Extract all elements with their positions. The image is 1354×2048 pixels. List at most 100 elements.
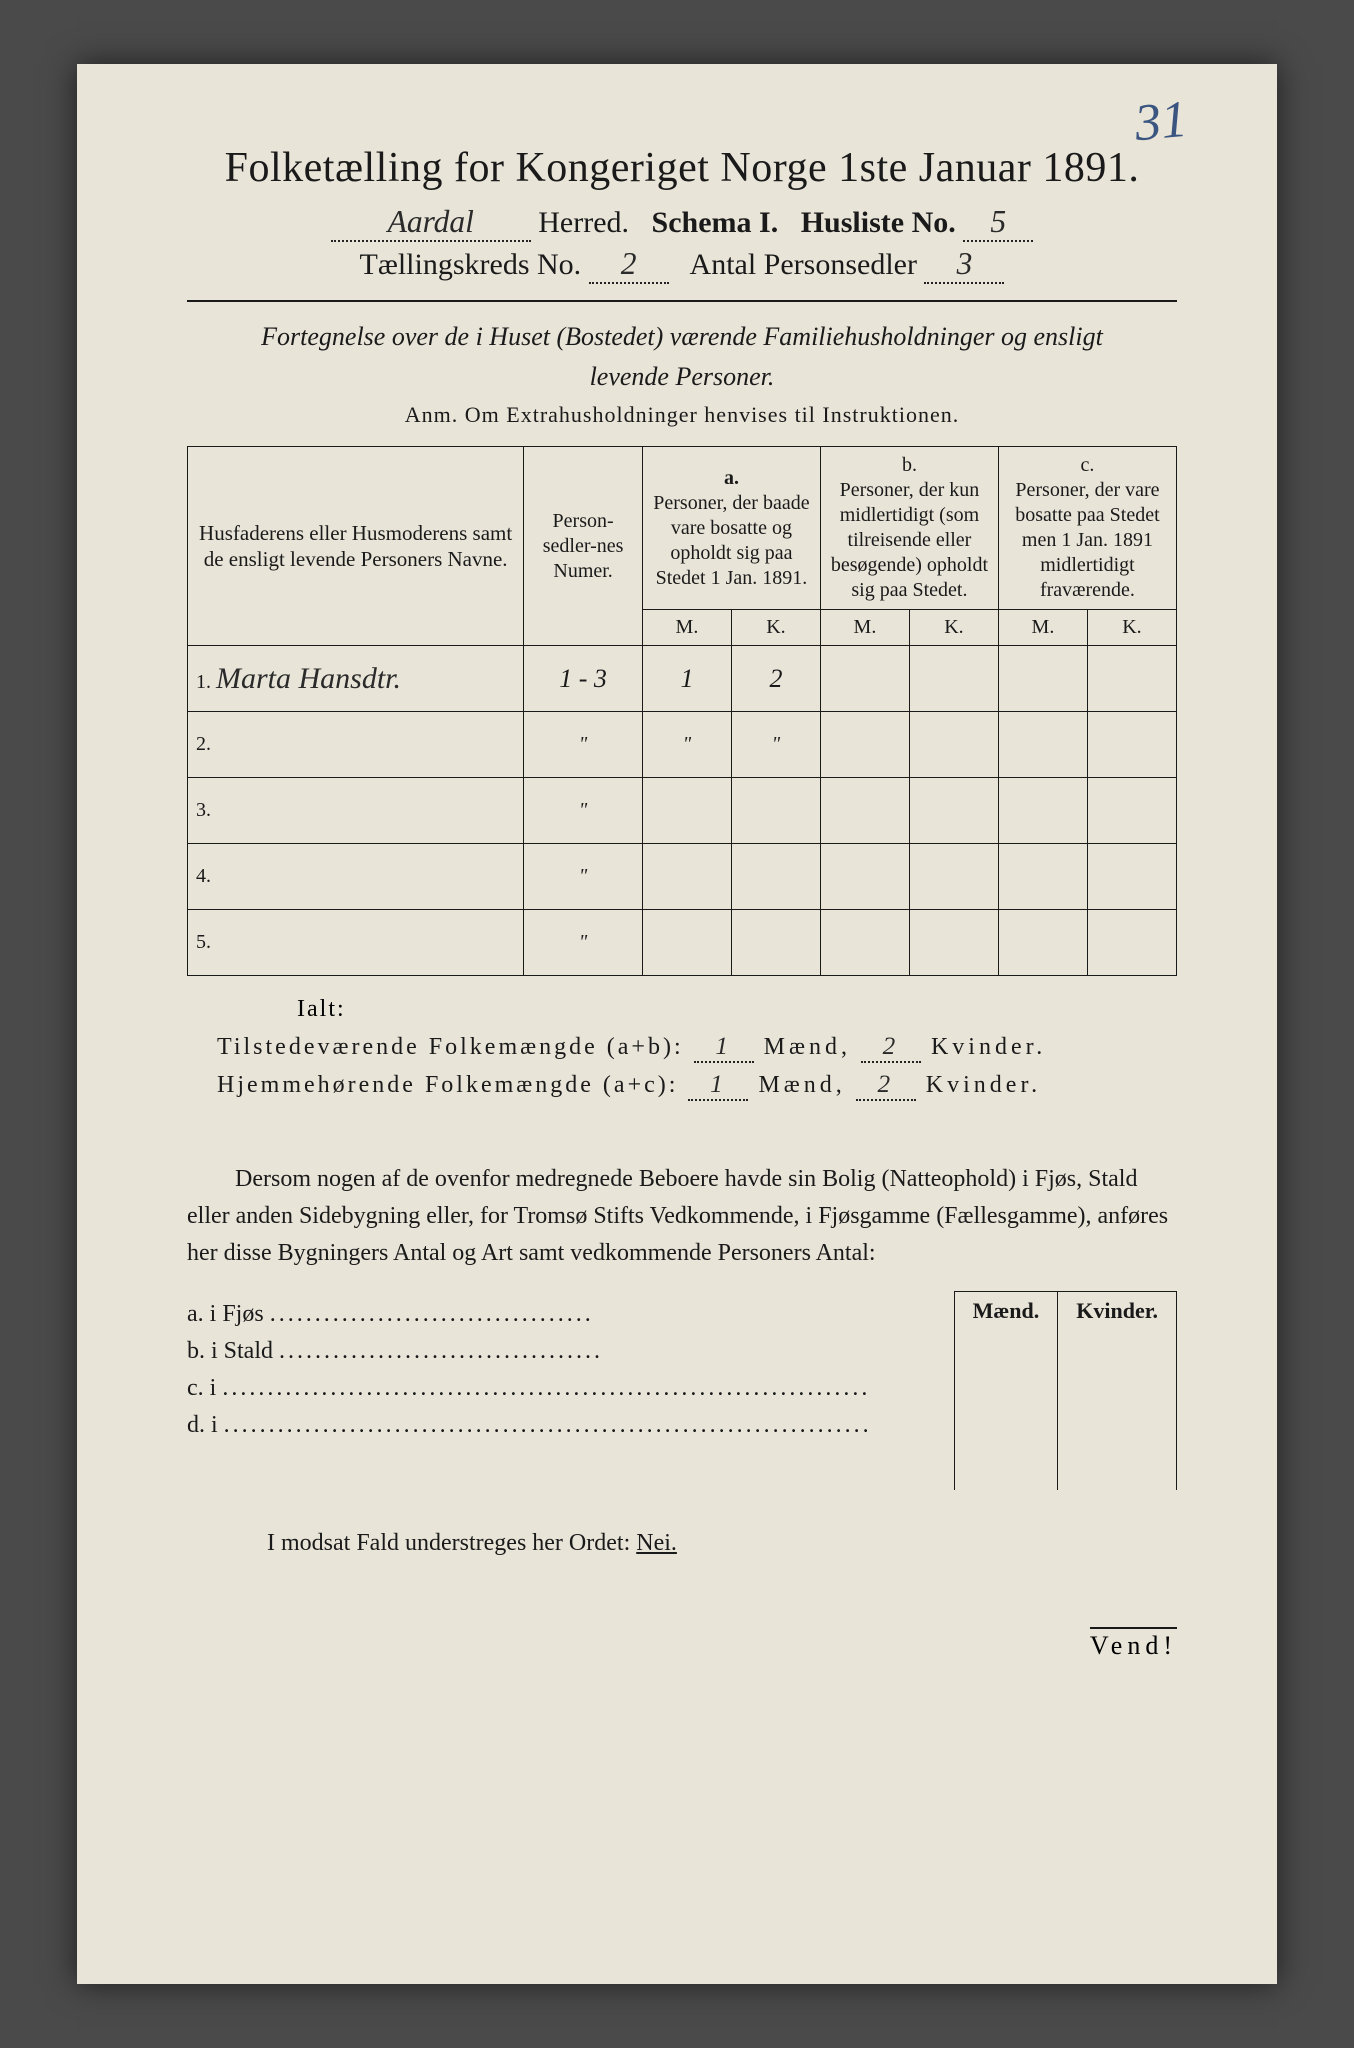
row-ak bbox=[731, 844, 820, 910]
row-ck bbox=[1087, 844, 1176, 910]
page-number: 31 bbox=[1133, 90, 1190, 153]
summary2-label: Hjemmehørende Folkemængde (a+c): bbox=[217, 1072, 678, 1098]
row-am bbox=[642, 910, 731, 976]
bygn-c: c. i ...................................… bbox=[187, 1375, 944, 1402]
herred-value: Aardal bbox=[331, 204, 531, 242]
row-bm bbox=[820, 646, 909, 712]
main-table: Husfaderens eller Husmoderens samt de en… bbox=[187, 446, 1177, 976]
row-num: " bbox=[524, 844, 643, 910]
summary1-mlabel: Mænd, bbox=[764, 1034, 851, 1060]
th-c: c. Personer, der vare bosatte paa Stedet… bbox=[998, 447, 1176, 610]
row-ak bbox=[731, 778, 820, 844]
husliste-value: 5 bbox=[963, 204, 1033, 242]
ialt-label: Ialt: bbox=[297, 996, 1177, 1023]
bygn-b: b. i Stald .............................… bbox=[187, 1338, 944, 1365]
th-bk: K. bbox=[909, 610, 998, 646]
row-cm bbox=[998, 910, 1087, 976]
summary2-mlabel: Mænd, bbox=[758, 1072, 845, 1098]
row-bm bbox=[820, 778, 909, 844]
row-cm bbox=[998, 646, 1087, 712]
th-a-top: a. bbox=[724, 467, 739, 489]
row-n: 4. bbox=[188, 844, 524, 910]
mk-m-cell bbox=[954, 1330, 1058, 1490]
summary2-klabel: Kvinder. bbox=[926, 1072, 1041, 1098]
dots: .................................... bbox=[279, 1338, 603, 1364]
table-row: 5. " bbox=[188, 910, 1177, 976]
th-bm: M. bbox=[820, 610, 909, 646]
summary1-klabel: Kvinder. bbox=[931, 1034, 1046, 1060]
table-row: 4. " bbox=[188, 844, 1177, 910]
row-ak: 2 bbox=[731, 646, 820, 712]
row-n: 1. bbox=[196, 671, 211, 693]
dots: .................................... bbox=[224, 1412, 548, 1438]
row-cm bbox=[998, 712, 1087, 778]
row-bm bbox=[820, 844, 909, 910]
th-names: Husfaderens eller Husmoderens samt de en… bbox=[188, 447, 524, 646]
th-cm: M. bbox=[998, 610, 1087, 646]
bygn-a: a. i Fjøs ..............................… bbox=[187, 1301, 944, 1328]
dots: .................................... bbox=[222, 1375, 546, 1401]
nei-word: Nei. bbox=[636, 1530, 677, 1556]
row-am: 1 bbox=[642, 646, 731, 712]
summary-line-2: Hjemmehørende Folkemængde (a+c): 1 Mænd,… bbox=[217, 1071, 1177, 1101]
th-c-text: Personer, der vare bosatte paa Stedet me… bbox=[1015, 479, 1159, 601]
kreds-label: Tællingskreds No. bbox=[360, 248, 582, 281]
nei-text: I modsat Fald understreges her Ordet: bbox=[267, 1530, 636, 1556]
summary1-label: Tilstedeværende Folkemængde (a+b): bbox=[217, 1034, 684, 1060]
divider bbox=[187, 300, 1177, 302]
th-b: b. Personer, der kun midlertidigt (som t… bbox=[820, 447, 998, 610]
table-row: 2. " " " bbox=[188, 712, 1177, 778]
th-b-top: b. bbox=[902, 454, 917, 476]
row-num: 1 - 3 bbox=[524, 646, 643, 712]
fortegnelse-line2: levende Personer. bbox=[187, 362, 1177, 392]
th-am: M. bbox=[642, 610, 731, 646]
paragraph-note: Dersom nogen af de ovenfor medregnede Be… bbox=[187, 1161, 1177, 1273]
row-bk bbox=[909, 778, 998, 844]
nei-line: I modsat Fald understreges her Ordet: Ne… bbox=[267, 1530, 1177, 1557]
row-num: " bbox=[524, 712, 643, 778]
summary2-m: 1 bbox=[688, 1071, 748, 1101]
row-bm bbox=[820, 712, 909, 778]
th-ck: K. bbox=[1087, 610, 1176, 646]
header-line-1: Aardal Herred. Schema I. Husliste No. 5 bbox=[187, 204, 1177, 242]
summary-line-1: Tilstedeværende Folkemængde (a+b): 1 Mæn… bbox=[217, 1033, 1177, 1063]
row-cm bbox=[998, 778, 1087, 844]
row-ck bbox=[1087, 646, 1176, 712]
row-n: 2. bbox=[188, 712, 524, 778]
row-am bbox=[642, 844, 731, 910]
dots: .................................... bbox=[270, 1301, 594, 1327]
antal-value: 3 bbox=[924, 246, 1004, 284]
row-n: 5. bbox=[188, 910, 524, 976]
table-row: 1. Marta Hansdtr. 1 - 3 1 2 bbox=[188, 646, 1177, 712]
row-ck bbox=[1087, 910, 1176, 976]
row-num: " bbox=[524, 778, 643, 844]
row-bk bbox=[909, 712, 998, 778]
bygninger-block: a. i Fjøs ..............................… bbox=[187, 1291, 1177, 1490]
summary1-m: 1 bbox=[694, 1033, 754, 1063]
th-c-top: c. bbox=[1081, 454, 1095, 476]
row-bk bbox=[909, 646, 998, 712]
census-form-page: 31 Folketælling for Kongeriget Norge 1st… bbox=[77, 64, 1277, 1984]
anm-note: Anm. Om Extrahusholdninger henvises til … bbox=[187, 402, 1177, 428]
kreds-value: 2 bbox=[589, 246, 669, 284]
row-ck bbox=[1087, 778, 1176, 844]
row-bm bbox=[820, 910, 909, 976]
page-title: Folketælling for Kongeriget Norge 1ste J… bbox=[187, 144, 1177, 192]
row-ak bbox=[731, 910, 820, 976]
row-n: 3. bbox=[188, 778, 524, 844]
row-ck bbox=[1087, 712, 1176, 778]
table-row: 3. " bbox=[188, 778, 1177, 844]
dots: .................................... bbox=[548, 1412, 872, 1438]
herred-label: Herred. bbox=[538, 206, 629, 239]
header-line-2: Tællingskreds No. 2 Antal Personsedler 3 bbox=[187, 246, 1177, 284]
schema-label: Schema I. bbox=[652, 206, 779, 239]
summary2-k: 2 bbox=[856, 1071, 916, 1101]
th-a-text: Personer, der baade vare bosatte og opho… bbox=[653, 492, 809, 589]
row-num: " bbox=[524, 910, 643, 976]
summary1-k: 2 bbox=[861, 1033, 921, 1063]
bygn-d: d. i ...................................… bbox=[187, 1412, 944, 1439]
row-name: Marta Hansdtr. bbox=[216, 662, 401, 695]
row-bk bbox=[909, 844, 998, 910]
row-cm bbox=[998, 844, 1087, 910]
row-ak: " bbox=[731, 712, 820, 778]
